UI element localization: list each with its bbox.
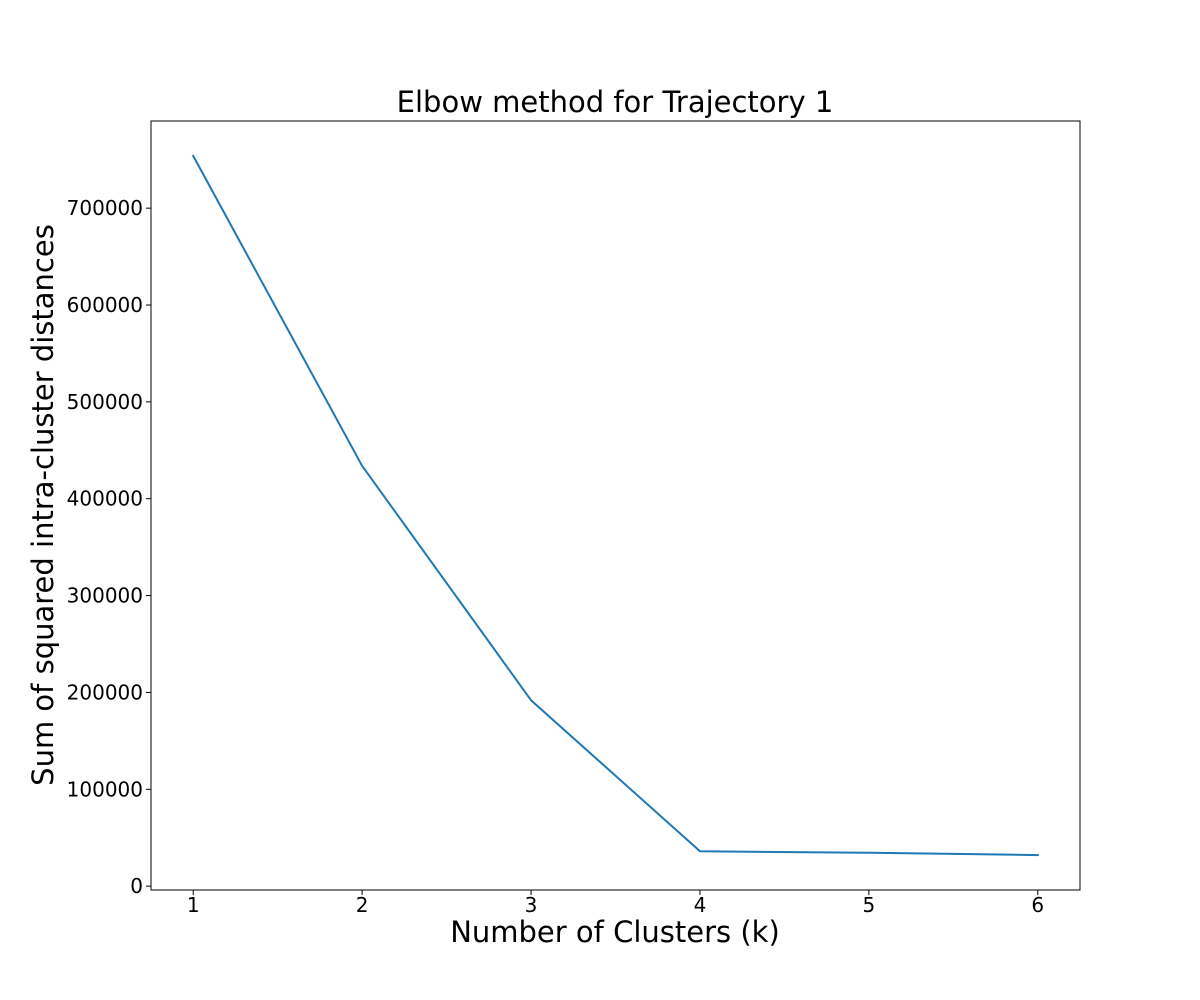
x-tick-label: 3 bbox=[525, 893, 538, 917]
y-tick-label: 200000 bbox=[67, 680, 143, 704]
y-tick-label: 0 bbox=[130, 874, 143, 898]
y-tick-label: 400000 bbox=[67, 487, 143, 511]
plot-frame bbox=[150, 120, 1081, 891]
x-tick-label: 4 bbox=[694, 893, 707, 917]
y-tick-label: 300000 bbox=[67, 584, 143, 608]
series-line-0 bbox=[191, 154, 1039, 857]
x-tick-label: 6 bbox=[1031, 893, 1044, 917]
y-tick-label: 600000 bbox=[67, 293, 143, 317]
chart-title: Elbow method for Trajectory 1 bbox=[397, 85, 834, 119]
x-tick-label: 1 bbox=[187, 893, 200, 917]
plot-area: 1 2 3 4 5 6 0 100000 200000 300000 400000 500000 600… bbox=[67, 120, 1081, 917]
y-tick-label: 500000 bbox=[67, 390, 143, 414]
x-axis-title: Number of Clusters (k) bbox=[450, 915, 780, 949]
y-axis-title: Sum of squared intra-cluster distances bbox=[26, 224, 60, 786]
y-tick-label: 700000 bbox=[67, 196, 143, 220]
x-tick-label: 5 bbox=[862, 893, 875, 917]
y-tick-label: 100000 bbox=[67, 777, 143, 801]
x-tick-label: 2 bbox=[356, 893, 369, 917]
